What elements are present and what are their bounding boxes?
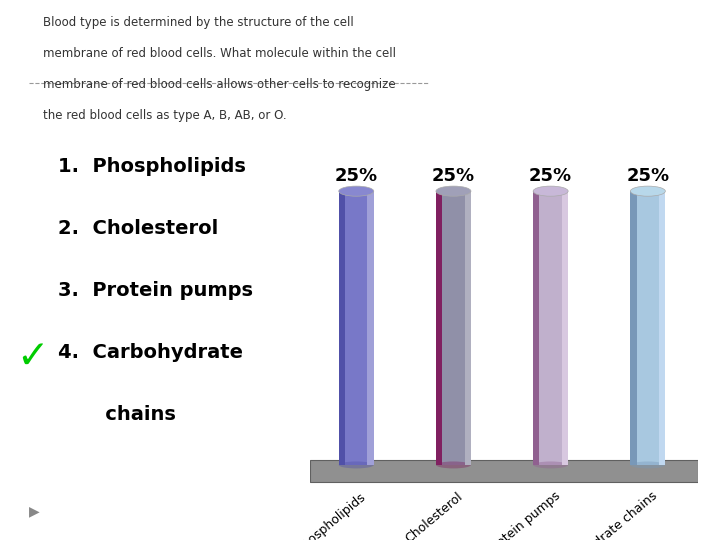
Text: 25%: 25% [335,167,378,185]
Bar [533,191,539,465]
Text: 25%: 25% [626,167,670,185]
Text: 25%: 25% [529,167,572,185]
Ellipse shape [533,186,568,196]
Bar [562,191,568,465]
Bar [339,191,345,465]
Bar [631,191,636,465]
Bar [464,191,471,465]
Text: chains: chains [58,405,176,424]
Text: the red blood cells as type A, B, AB, or O.: the red blood cells as type A, B, AB, or… [43,109,287,122]
Text: Protein pumps: Protein pumps [485,489,563,540]
Text: Cholesterol: Cholesterol [403,489,466,540]
Bar [367,191,374,465]
Text: ▶: ▶ [29,504,40,518]
Text: membrane of red blood cells. What molecule within the cell: membrane of red blood cells. What molecu… [43,47,396,60]
Ellipse shape [436,186,471,196]
Text: membrane of red blood cells allows other cells to recognize: membrane of red blood cells allows other… [43,78,396,91]
Bar [436,191,442,465]
Bar [659,191,665,465]
Text: 4.  Carbohydrate: 4. Carbohydrate [58,343,243,362]
Bar [533,191,568,465]
Ellipse shape [631,462,665,468]
Text: Phospholipids: Phospholipids [294,489,369,540]
Text: Blood type is determined by the structure of the cell: Blood type is determined by the structur… [43,16,354,29]
Text: Carbohydrate chains: Carbohydrate chains [552,489,660,540]
Bar [310,460,698,483]
Text: ✓: ✓ [16,338,48,375]
Ellipse shape [533,462,568,468]
Ellipse shape [631,186,665,196]
Text: 3.  Protein pumps: 3. Protein pumps [58,281,253,300]
Text: 1.  Phospholipids: 1. Phospholipids [58,157,246,176]
Text: 25%: 25% [432,167,475,185]
Bar [339,191,374,465]
Ellipse shape [436,462,471,468]
Ellipse shape [339,186,374,196]
Text: 2.  Cholesterol: 2. Cholesterol [58,219,218,238]
Bar [436,191,471,465]
Bar [631,191,665,465]
Ellipse shape [339,462,374,468]
